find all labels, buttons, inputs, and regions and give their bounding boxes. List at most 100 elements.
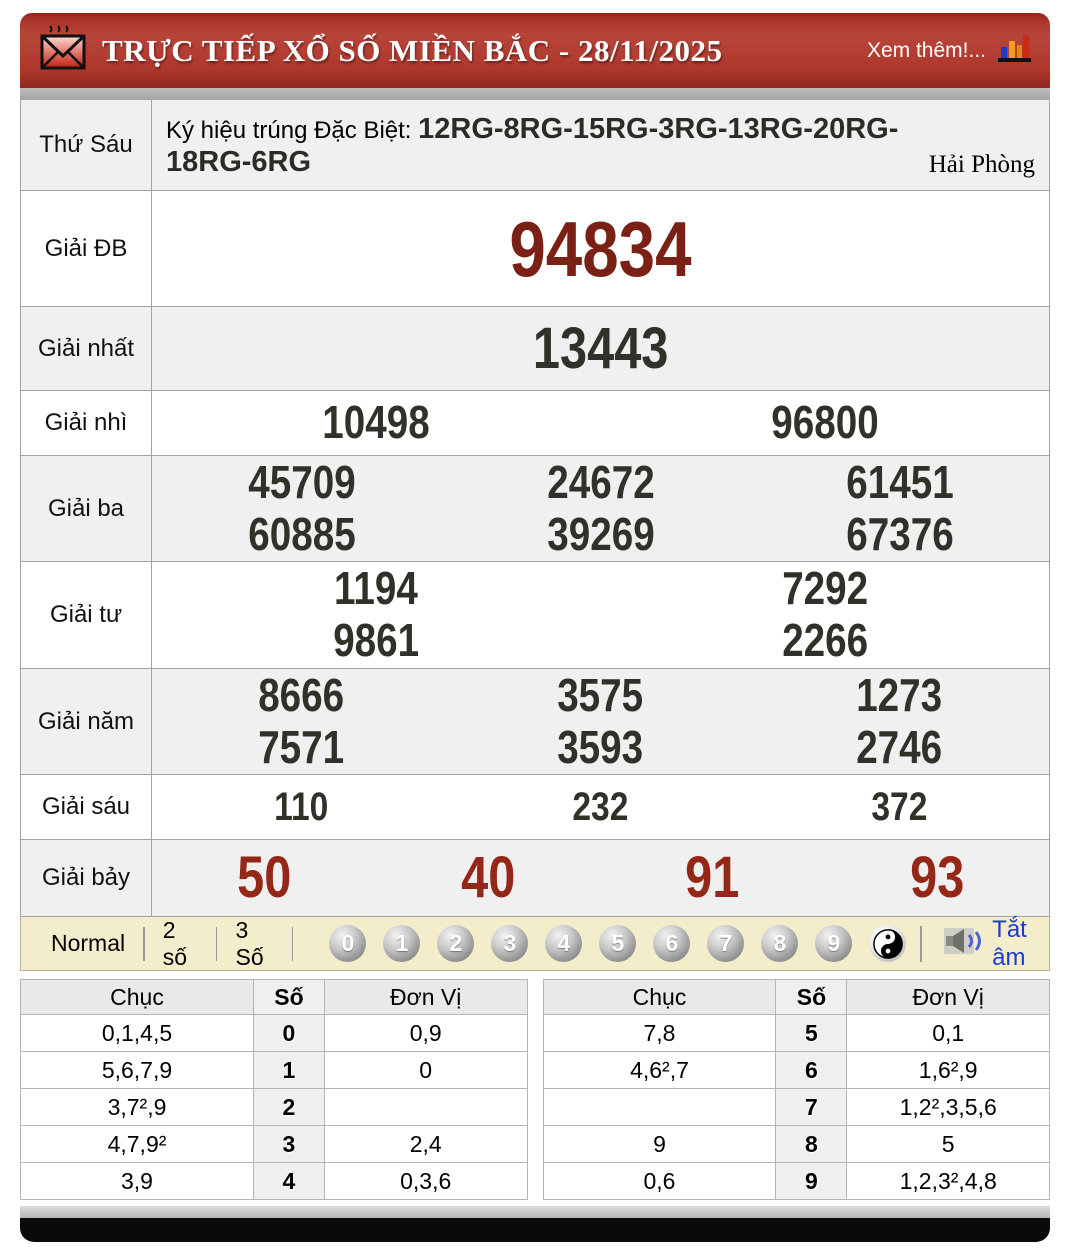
stats-table-left: Chục Số Đơn Vị 0,1,4,5 0 0,9 5,6,7,9 1 0 3,7… [20,979,528,1200]
prize-row-seventh: Giải bảy 50 40 91 93 [21,839,1049,916]
table-row: 4,7,9² 3 2,4 [20,1125,528,1163]
page-title: TRỰC TIẾP XỔ SỐ MIỀN BẮC - 28/11/2025 [102,32,723,68]
chuc-cell: 3,9 [20,1162,254,1200]
prize-label-sixth: Giải sáu [21,775,152,839]
column-header-donvi: Đơn Vị [323,979,528,1015]
table-row: 7,8 5 0,1 [542,1014,1050,1052]
special-sign-line2: 18RG-6RG Hải Phòng [166,146,1035,179]
prize-number: 60885 [247,507,356,560]
special-sign-codes: 12RG-8RG-15RG-3RG-13RG-20RG- [418,113,899,145]
weekday-label: Thứ Sáu [21,100,152,190]
prize-number: 50 [237,845,292,910]
prize-number: 10498 [322,396,430,449]
prize-number: 110 [274,785,329,829]
prize-row-first: Giải nhất 13443 [21,306,1049,390]
digit-balls: 0 1 2 3 4 5 6 7 8 9 [329,925,907,962]
mute-control: Tắt âm [906,916,1037,972]
prize-number: 7571 [258,720,345,773]
digit-ball-5[interactable]: 5 [599,925,637,962]
header-shadow-strip [20,88,1050,100]
donvi-cell: 1,2,3²,4,8 [846,1162,1050,1200]
so-cell: 3 [252,1125,325,1163]
so-cell: 6 [775,1051,848,1089]
prize-label-fourth: Giải tư [21,562,152,668]
control-bar: Normal 2 số 3 Số 0 1 2 3 4 5 6 7 8 9 [20,916,1050,972]
separator [215,926,218,961]
mode-3so-button[interactable]: 3 Số [235,916,264,970]
donvi-cell: 0,9 [323,1014,528,1052]
special-sign-cell: Ký hiệu trúng Đặc Biệt: 12RG-8RG-15RG-3R… [152,100,1049,190]
donvi-cell: 0,1 [846,1014,1050,1052]
prize-number: 94834 [509,204,692,293]
prize-number: 1194 [334,562,419,615]
chuc-cell: 4,6²,7 [542,1051,777,1089]
digit-ball-7[interactable]: 7 [707,925,745,962]
prize-label-fifth: Giải năm [21,669,152,774]
mode-2so-button[interactable]: 2 số [162,916,188,970]
column-header-chuc: Chục [542,979,777,1015]
results-table: Thứ Sáu Ký hiệu trúng Đặc Biệt: 12RG-8RG… [20,100,1050,917]
prize-number: 13443 [532,315,669,381]
so-cell: 1 [252,1051,325,1089]
chuc-cell: 9 [542,1125,777,1163]
digit-ball-9[interactable]: 9 [815,925,853,962]
stats-header-row: Chục Số Đơn Vị [542,979,1050,1015]
chuc-cell: 0,1,4,5 [20,1014,254,1052]
donvi-cell: 1,6²,9 [846,1051,1050,1089]
prize-number: 93 [909,845,964,910]
prize-label-second: Giải nhì [21,391,152,455]
table-row: 0,1,4,5 0 0,9 [20,1014,528,1052]
so-cell: 5 [775,1014,848,1052]
column-header-chuc: Chục [20,979,254,1015]
mute-button[interactable]: Tắt âm [992,915,1027,971]
prize-row-special: Giải ĐB 94834 [21,190,1049,306]
chuc-cell: 3,7²,9 [20,1088,254,1126]
chuc-cell: 5,6,7,9 [20,1051,254,1089]
prize-number: 39269 [546,507,655,560]
lottery-widget: TRỰC TIẾP XỔ SỐ MIỀN BẮC - 28/11/2025 Xe… [20,13,1050,1242]
see-more-link[interactable]: Xem thêm!... [866,38,986,62]
donvi-cell: 5 [846,1125,1050,1163]
column-header-so: Số [775,979,848,1015]
header-bar: TRỰC TIẾP XỔ SỐ MIỀN BẮC - 28/11/2025 Xe… [20,13,1050,88]
head-tail-stats: Chục Số Đơn Vị 0,1,4,5 0 0,9 5,6,7,9 1 0 3,7… [20,979,1050,1200]
footer-gray-strip [20,1206,1050,1218]
prize-label-special: Giải ĐB [21,191,152,306]
so-cell: 2 [252,1088,325,1126]
yin-yang-icon[interactable] [869,925,907,962]
prize-number: 24672 [546,455,655,508]
mode-normal-button[interactable]: Normal [51,930,126,956]
table-row: 0,6 9 1,2,3²,4,8 [542,1162,1050,1200]
digit-ball-1[interactable]: 1 [383,925,421,962]
hot-mail-icon [38,22,88,79]
stats-table-right: Chục Số Đơn Vị 7,8 5 0,1 4,6²,7 6 1,6²,9 7 1,… [542,979,1051,1200]
prize-row-sixth: Giải sáu 110 232 372 [21,774,1049,839]
prize-row-fourth: Giải tư 1194 7292 9861 2266 [21,561,1049,668]
digit-ball-8[interactable]: 8 [761,925,799,962]
prize-number: 61451 [845,455,954,508]
prize-number: 7292 [781,562,868,615]
separator [291,926,294,961]
digit-ball-3[interactable]: 3 [491,925,529,962]
donvi-cell: 2,4 [323,1125,528,1163]
digit-ball-0[interactable]: 0 [329,925,367,962]
so-cell: 8 [775,1125,848,1163]
province-label: Hải Phòng [928,151,1035,178]
stats-header-row: Chục Số Đơn Vị [20,979,528,1015]
so-cell: 0 [252,1014,325,1052]
bar-chart-icon[interactable] [996,31,1032,70]
digit-ball-6[interactable]: 6 [653,925,691,962]
chuc-cell: 7,8 [542,1014,777,1052]
prize-label-first: Giải nhất [21,307,152,390]
special-sign-label: Ký hiệu trúng Đặc Biệt: [166,117,419,144]
prize-number: 9861 [333,614,420,666]
chuc-cell: 4,7,9² [20,1125,254,1163]
table-row: 5,6,7,9 1 0 [20,1051,528,1089]
prize-number: 40 [461,845,516,910]
table-row: 7 1,2²,3,5,6 [542,1088,1050,1126]
speaker-icon[interactable] [944,926,984,961]
digit-ball-2[interactable]: 2 [437,925,475,962]
digit-ball-4[interactable]: 4 [545,925,583,962]
prize-number: 3593 [557,720,644,773]
prize-number: 96800 [771,396,879,449]
